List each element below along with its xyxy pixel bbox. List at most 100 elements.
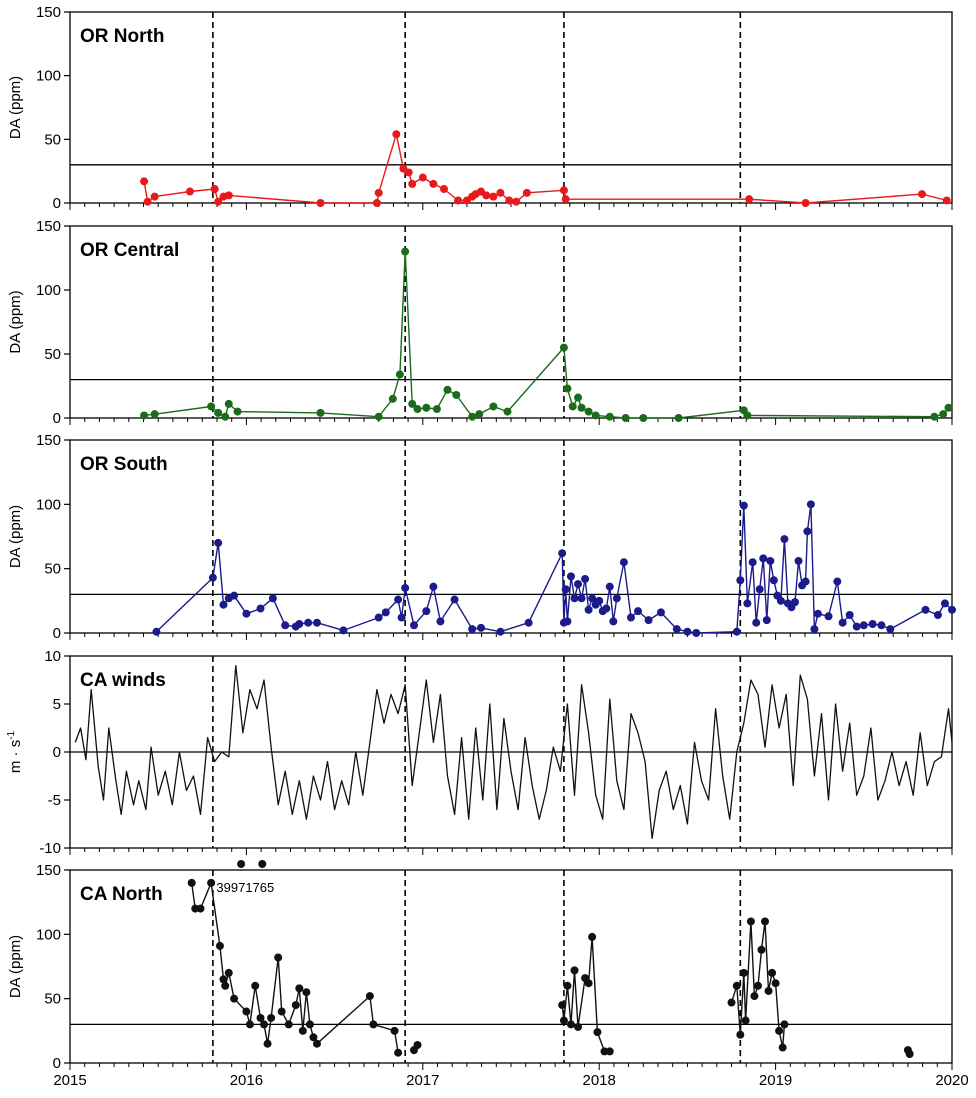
- data-point: [150, 192, 159, 201]
- data-point: [574, 1022, 583, 1031]
- y-axis-label-text: DA (ppm): [7, 290, 24, 353]
- y-tick-label: 0: [53, 744, 61, 761]
- data-point: [581, 574, 590, 583]
- y-tick-label: 0: [53, 410, 61, 427]
- series-line: [191, 882, 399, 1053]
- data-point: [566, 1020, 575, 1029]
- data-point: [755, 585, 764, 594]
- data-point: [219, 975, 228, 984]
- data-point: [302, 988, 311, 997]
- panel-1: 0 50 100 150 DA (ppm) OR North: [7, 4, 953, 212]
- y-tick-label: 50: [44, 131, 61, 148]
- data-point: [219, 600, 228, 609]
- data-point: [568, 402, 577, 411]
- data-point: [584, 979, 593, 988]
- data-point: [224, 191, 233, 200]
- data-point: [780, 535, 789, 544]
- data-point: [574, 580, 583, 589]
- data-point: [801, 577, 810, 586]
- data-point: [475, 410, 484, 419]
- data-point: [422, 607, 431, 616]
- data-point: [944, 403, 953, 412]
- x-tick-label: 2018: [583, 1072, 616, 1089]
- data-point: [584, 407, 593, 416]
- data-point: [143, 197, 152, 206]
- y-axis-label: DA (ppm): [7, 505, 24, 568]
- data-point: [838, 618, 847, 627]
- data-point: [845, 610, 854, 619]
- data-point: [281, 621, 290, 630]
- x-tick-label: 2017: [406, 1072, 439, 1089]
- data-point: [833, 577, 842, 586]
- data-point: [761, 917, 770, 926]
- data-point: [803, 527, 812, 536]
- x-tick-label: 2020: [935, 1072, 968, 1089]
- data-point: [602, 604, 611, 613]
- y-axis-label: DA (ppm): [7, 290, 24, 353]
- data-point: [224, 399, 233, 408]
- data-point: [256, 604, 265, 613]
- series-line: [155, 503, 953, 634]
- data-point: [196, 904, 205, 913]
- data-point: [939, 410, 948, 419]
- data-point: [859, 621, 868, 630]
- offscale-point: [237, 860, 246, 868]
- data-point: [768, 968, 777, 977]
- data-point: [450, 595, 459, 604]
- data-point: [905, 1049, 914, 1058]
- y-axis-label-text: DA (ppm): [7, 935, 24, 998]
- data-point: [683, 627, 692, 636]
- data-point: [736, 1030, 745, 1039]
- data-point: [397, 613, 406, 622]
- data-point: [942, 196, 951, 205]
- data-point: [639, 414, 648, 422]
- data-point: [739, 968, 748, 977]
- data-point: [619, 558, 628, 567]
- data-point: [295, 619, 304, 628]
- y-axis-label-text: DA (ppm): [7, 76, 24, 139]
- data-point: [187, 878, 196, 887]
- data-point: [251, 981, 260, 990]
- data-point: [759, 554, 768, 563]
- panel-title: OR Central: [80, 240, 179, 261]
- data-point: [394, 595, 403, 604]
- data-point: [612, 594, 621, 603]
- data-point: [401, 583, 410, 592]
- data-point: [339, 626, 348, 635]
- data-point: [757, 945, 766, 954]
- data-point: [791, 598, 800, 607]
- data-point: [150, 410, 159, 419]
- y-axis-label: DA (ppm): [7, 76, 24, 139]
- data-point: [369, 1020, 378, 1029]
- data-point: [605, 582, 614, 591]
- data-point: [921, 605, 930, 614]
- x-tick-label: 2019: [759, 1072, 792, 1089]
- data-point: [381, 608, 390, 617]
- data-point: [559, 186, 568, 195]
- data-point: [794, 556, 803, 565]
- data-point: [394, 1048, 403, 1057]
- y-tick-label: 150: [36, 218, 61, 235]
- data-point: [918, 190, 927, 199]
- data-point: [933, 610, 942, 619]
- panel-3: 0 50 100 150 DA (ppm) OR South: [7, 432, 956, 642]
- y-tick-label: 50: [44, 561, 61, 578]
- data-point: [312, 618, 321, 627]
- data-point: [305, 1020, 314, 1029]
- data-point: [764, 986, 773, 995]
- data-point: [210, 184, 219, 193]
- data-point: [732, 981, 741, 990]
- data-point: [588, 932, 597, 941]
- data-point: [291, 1001, 300, 1010]
- data-point: [298, 1026, 307, 1035]
- data-point: [621, 414, 630, 422]
- data-point: [634, 607, 643, 616]
- data-point: [940, 599, 949, 608]
- y-axis-label: m · s-1: [6, 730, 24, 773]
- data-point: [439, 184, 448, 193]
- data-point: [214, 538, 223, 547]
- offscale-point: [258, 860, 267, 868]
- y-tick-label: 50: [44, 346, 61, 363]
- data-point: [374, 188, 383, 197]
